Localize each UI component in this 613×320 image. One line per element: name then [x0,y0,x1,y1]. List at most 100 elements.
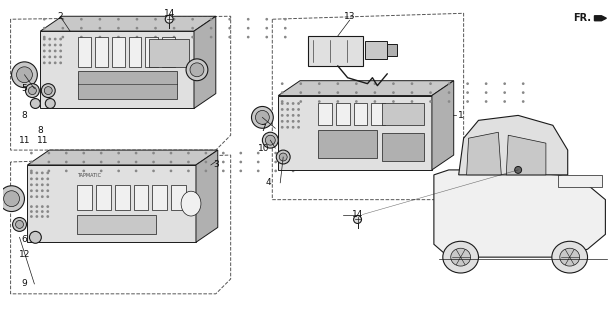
Ellipse shape [4,191,20,207]
Ellipse shape [287,127,288,128]
Ellipse shape [411,83,413,84]
Bar [387,44,397,56]
Ellipse shape [281,115,283,116]
Ellipse shape [205,170,207,172]
Ellipse shape [186,59,208,81]
Ellipse shape [99,28,101,29]
Ellipse shape [256,110,269,124]
Ellipse shape [60,44,61,46]
Ellipse shape [31,170,32,172]
Text: 13: 13 [344,12,356,21]
Ellipse shape [281,103,283,104]
Polygon shape [278,81,454,96]
Ellipse shape [42,172,43,173]
Ellipse shape [31,178,32,180]
Ellipse shape [155,28,156,29]
Ellipse shape [284,36,286,38]
Ellipse shape [47,206,48,207]
Ellipse shape [44,38,45,40]
Ellipse shape [36,206,37,207]
Ellipse shape [467,83,468,84]
Ellipse shape [55,38,56,40]
Ellipse shape [275,161,276,163]
Ellipse shape [281,92,283,93]
Ellipse shape [560,248,580,266]
Ellipse shape [319,92,320,93]
Ellipse shape [448,101,450,102]
Ellipse shape [44,44,45,46]
Ellipse shape [411,101,413,102]
Ellipse shape [153,161,154,163]
Ellipse shape [62,19,64,20]
Ellipse shape [504,92,505,93]
Ellipse shape [118,170,120,172]
Ellipse shape [42,184,43,186]
Ellipse shape [60,50,61,52]
Ellipse shape [504,101,505,102]
Ellipse shape [135,161,137,163]
Ellipse shape [60,62,61,64]
Bar [115,185,129,210]
Ellipse shape [287,103,288,104]
Polygon shape [432,81,454,170]
Ellipse shape [298,109,299,110]
Bar [318,130,378,158]
Ellipse shape [49,38,50,40]
Ellipse shape [210,36,211,38]
Ellipse shape [443,241,479,273]
Ellipse shape [181,191,201,216]
Ellipse shape [135,152,137,154]
Ellipse shape [229,36,230,38]
Polygon shape [506,135,546,175]
Text: TAPMATIC: TAPMATIC [77,173,101,178]
Ellipse shape [240,152,242,154]
Ellipse shape [0,186,25,212]
Ellipse shape [300,101,302,102]
Text: 10: 10 [257,144,269,153]
Ellipse shape [170,152,172,154]
Ellipse shape [44,87,52,95]
Ellipse shape [118,161,120,163]
Ellipse shape [47,216,48,217]
Ellipse shape [522,83,524,84]
Ellipse shape [375,101,376,102]
Text: FR.: FR. [573,13,591,23]
Ellipse shape [48,170,50,172]
Ellipse shape [41,84,55,98]
Ellipse shape [393,83,394,84]
Ellipse shape [292,109,294,110]
Ellipse shape [319,83,320,84]
Ellipse shape [298,103,299,104]
Ellipse shape [31,99,40,108]
Bar [171,185,186,210]
Text: 1: 1 [458,111,463,120]
Ellipse shape [292,127,294,128]
Ellipse shape [62,28,64,29]
Text: 7: 7 [261,124,266,133]
Ellipse shape [251,107,273,128]
Ellipse shape [47,190,48,191]
Ellipse shape [266,36,267,38]
Ellipse shape [44,62,45,64]
FancyArrow shape [595,16,606,21]
Ellipse shape [173,28,175,29]
Bar [77,185,92,210]
Ellipse shape [522,92,524,93]
Ellipse shape [210,19,211,20]
Ellipse shape [31,206,32,207]
Ellipse shape [99,36,101,38]
Ellipse shape [55,62,56,64]
Bar [365,41,387,59]
Ellipse shape [44,56,45,58]
Ellipse shape [257,152,259,154]
Ellipse shape [66,152,67,154]
Ellipse shape [15,220,23,228]
Ellipse shape [136,19,138,20]
Ellipse shape [45,99,55,108]
Ellipse shape [257,170,259,172]
Ellipse shape [451,248,471,266]
Ellipse shape [118,19,119,20]
Ellipse shape [205,161,207,163]
Ellipse shape [229,28,230,29]
Ellipse shape [13,218,26,231]
